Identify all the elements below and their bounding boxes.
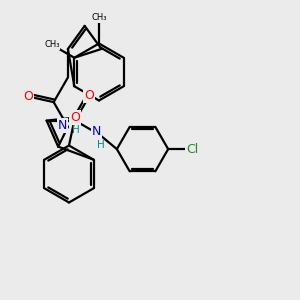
Text: CH₃: CH₃ bbox=[91, 13, 107, 22]
Text: H: H bbox=[72, 125, 80, 135]
Text: O: O bbox=[23, 90, 33, 103]
Text: O: O bbox=[70, 111, 80, 124]
Text: O: O bbox=[84, 89, 94, 102]
Text: CH₃: CH₃ bbox=[44, 40, 60, 50]
Text: H: H bbox=[98, 140, 105, 150]
Text: N: N bbox=[58, 119, 67, 132]
Text: Cl: Cl bbox=[186, 142, 199, 156]
Text: N: N bbox=[92, 125, 101, 138]
